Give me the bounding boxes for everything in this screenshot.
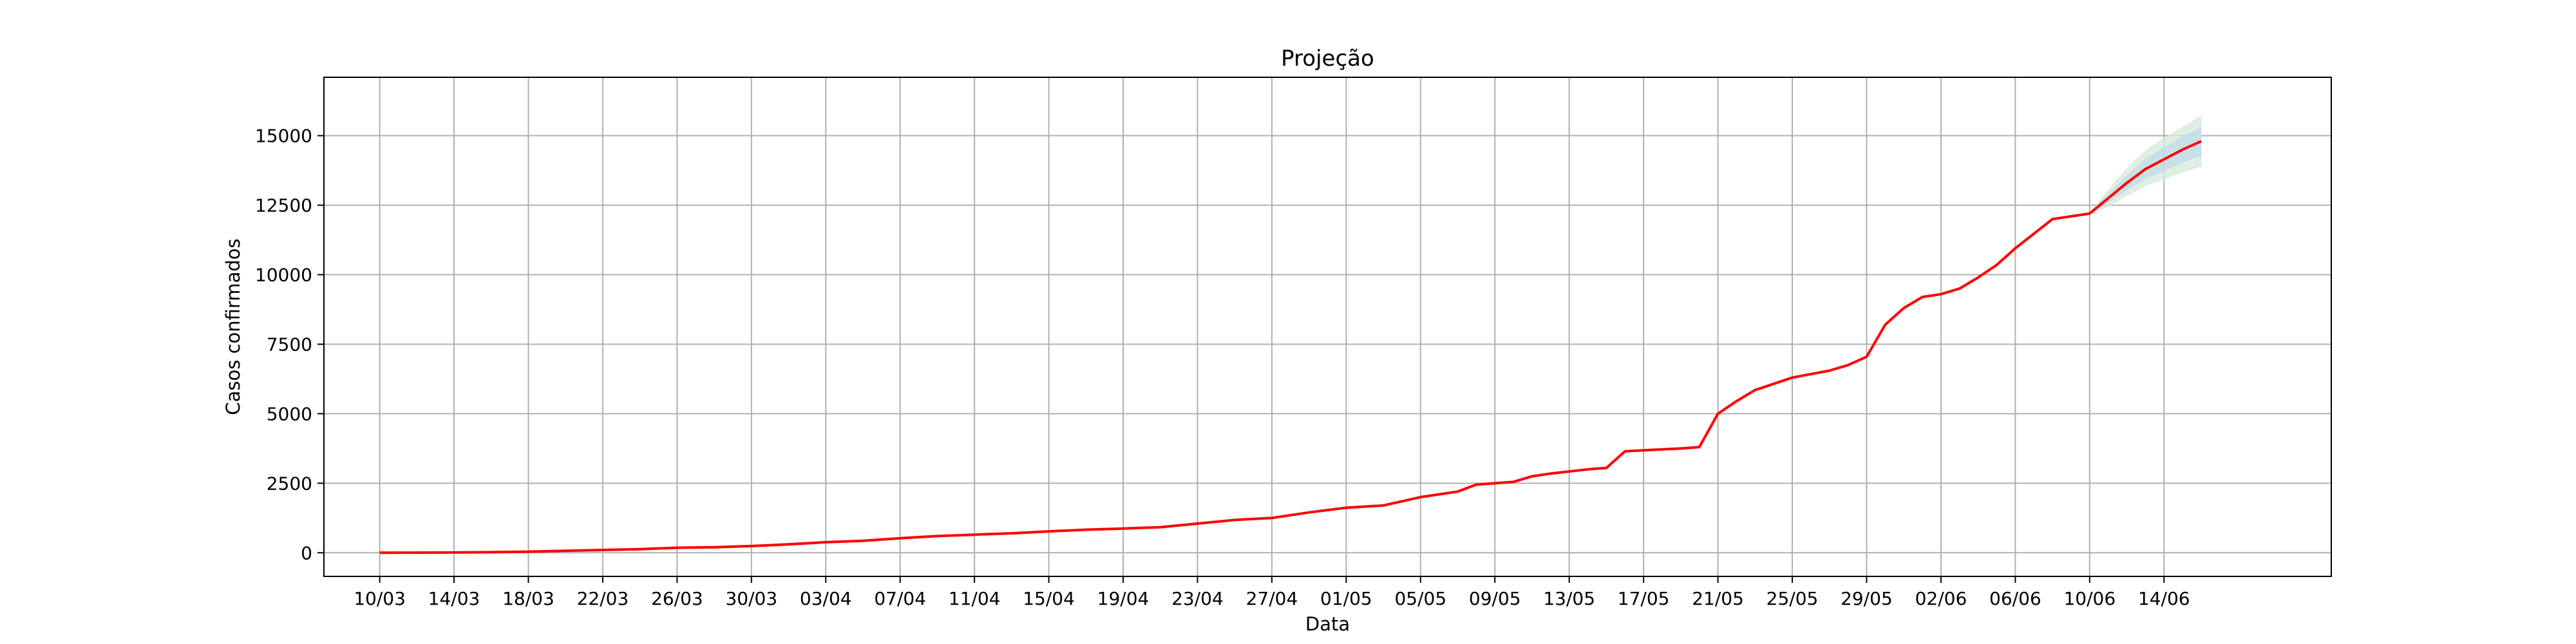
x-tick-label: 26/03 [651,588,703,609]
x-tick-label: 14/03 [428,588,480,609]
y-tick-label: 12500 [255,195,312,216]
x-tick-label: 09/05 [1469,588,1521,609]
x-tick-label: 22/03 [577,588,629,609]
x-tick-label: 19/04 [1097,588,1150,609]
x-tick-label: 15/04 [1023,588,1075,609]
x-tick-label: 05/05 [1394,588,1446,609]
y-tick-label: 15000 [255,126,312,147]
x-tick-label: 13/05 [1543,588,1595,609]
x-tick-label: 10/06 [2063,588,2116,609]
y-tick-label: 10000 [255,265,312,286]
axes-frame [323,77,2332,577]
observed-line [379,212,2090,554]
y-tick-label: 7500 [267,334,312,355]
x-tick-label: 27/04 [1246,588,1298,609]
x-tick-label: 25/05 [1766,588,1819,609]
y-axis-label: Casos confirmados [222,238,244,415]
x-tick-label: 29/05 [1841,588,1893,609]
x-tick-label: 14/06 [2138,588,2190,609]
x-tick-label: 18/03 [502,588,554,609]
x-tick-label: 10/03 [354,588,406,609]
chart-title: Projeção [1281,46,1374,71]
x-tick-label: 02/06 [1915,588,1967,609]
y-ticks: 0 2500 5000 7500 10000 12500 15000 [255,126,324,564]
x-axis-label: Data [1305,613,1350,635]
x-tick-label: 01/05 [1320,588,1372,609]
x-tick-label: 30/03 [725,588,777,609]
grid [324,77,2331,576]
x-tick-label: 06/06 [1989,588,2041,609]
x-tick-label: 17/05 [1618,588,1670,609]
x-tick-label: 21/05 [1692,588,1744,609]
series-lines [379,140,2202,554]
y-tick-label: 0 [301,542,312,564]
x-tick-label: 11/04 [949,588,1001,609]
y-tick-label: 5000 [267,403,312,424]
projection-line [2088,140,2202,215]
x-tick-label: 03/04 [800,588,852,609]
x-ticks: 10/03 14/03 18/03 22/03 26/03 30/03 03/04 07/04… [354,576,2190,609]
x-tick-label: 23/04 [1171,588,1224,609]
x-tick-label: 07/04 [874,588,926,609]
y-tick-label: 2500 [267,473,312,494]
